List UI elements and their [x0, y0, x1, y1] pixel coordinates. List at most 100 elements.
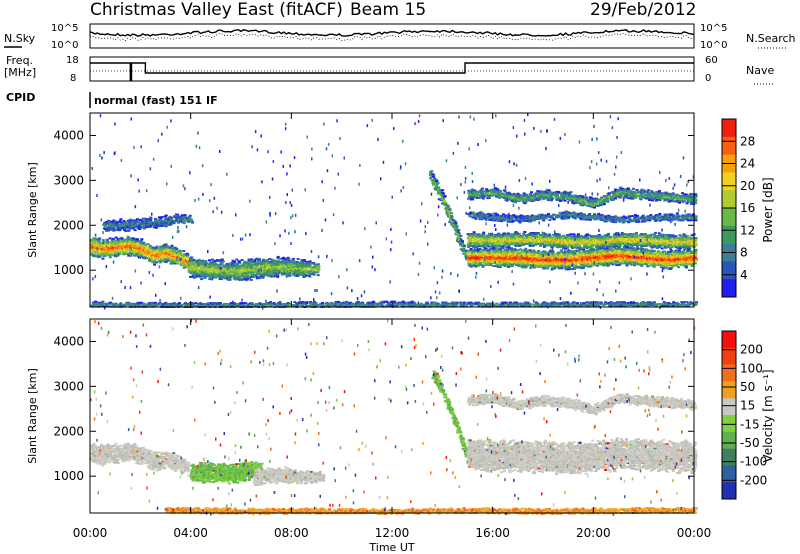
echo-cell: [468, 262, 472, 265]
echo-cell: [273, 272, 277, 275]
echo-cell: [456, 231, 460, 233]
echo-cell: [234, 278, 238, 281]
echo-cell: [496, 233, 500, 236]
echo-cell: [303, 272, 307, 275]
echo-cell: [549, 257, 553, 260]
echo-cell: [582, 250, 586, 253]
echo-cell: [271, 261, 275, 264]
echo-cell: [611, 263, 615, 266]
echo-cell: [557, 251, 561, 254]
echo-cell: [199, 260, 203, 263]
echo-cell: [496, 236, 500, 239]
echo-cell: [677, 249, 681, 252]
echo-cell: [533, 250, 537, 253]
echo-cell: [183, 218, 187, 221]
echo-cell: [463, 244, 466, 247]
echo-cell: [171, 220, 175, 223]
echo-cell: [574, 250, 578, 253]
echo-cell: [143, 227, 146, 230]
echo-cell: [461, 242, 465, 245]
echo-cell: [477, 251, 481, 253]
echo-cell: [268, 271, 272, 274]
echo-cell: [164, 243, 168, 246]
echo-cell: [466, 252, 470, 255]
echo-cell: [540, 236, 544, 238]
echo-cell: [661, 250, 665, 253]
echo-cell: [543, 241, 547, 243]
echo-cell: [448, 210, 452, 213]
echo-cell: [488, 232, 491, 235]
echo-cell: [146, 220, 150, 223]
echo-cell: [124, 220, 128, 223]
echo-cell: [124, 251, 127, 254]
echo-cell: [528, 253, 532, 256]
echo-cell: [210, 262, 214, 265]
echo-cell: [256, 273, 260, 276]
echo-cell: [254, 273, 258, 276]
echo-cell: [614, 250, 618, 253]
echo-cell: [570, 250, 574, 253]
echo-cell: [473, 264, 477, 267]
echo-cell: [247, 258, 251, 261]
echo-cell: [114, 255, 118, 258]
echo-cell: [689, 250, 693, 253]
echo-cell: [132, 239, 136, 242]
echo-cell: [513, 248, 517, 251]
echo-cell: [92, 237, 96, 240]
echo-cell: [190, 261, 194, 264]
echo-cell: [484, 244, 487, 247]
echo-cell: [170, 244, 174, 247]
echo-cell: [294, 273, 298, 276]
echo-cell: [152, 226, 156, 229]
echo-cell: [161, 219, 165, 222]
echo-cell: [513, 261, 517, 264]
echo-cell: [153, 246, 157, 249]
echo-cell: [296, 258, 300, 260]
echo-cell: [176, 260, 180, 262]
echo-cell: [644, 248, 648, 251]
echo-cell: [459, 240, 463, 243]
echo-cell: [262, 258, 265, 261]
echo-cell: [164, 244, 168, 247]
echo-cell: [305, 274, 308, 277]
echo-cell: [112, 219, 116, 222]
echo-cell: [632, 247, 636, 250]
echo-cell: [220, 262, 224, 265]
echo-cell: [518, 251, 522, 254]
echo-cell: [629, 252, 633, 254]
echo-cell: [218, 272, 222, 275]
echo-cell: [613, 257, 616, 260]
echo-cell: [245, 262, 249, 265]
echo-cell: [548, 255, 552, 258]
echo-cell: [285, 260, 289, 263]
echo-cell: [646, 265, 650, 268]
date-title: 29/Feb/2012: [590, 0, 696, 20]
echo-cell: [465, 258, 469, 261]
echo-cell: [235, 267, 239, 270]
echo-cell: [545, 244, 549, 247]
echo-cell: [679, 253, 683, 255]
echo-cell: [180, 214, 184, 217]
echo-cell: [665, 252, 669, 255]
echo-cell: [669, 252, 672, 255]
freq-panel-frame: [89, 56, 695, 82]
echo-cell: [598, 260, 602, 263]
echo-cell: [102, 242, 106, 244]
echo-cell: [528, 244, 532, 247]
echo-cell: [95, 237, 99, 240]
echo-cell: [145, 247, 149, 250]
echo-cell: [542, 242, 546, 245]
echo-cell: [677, 266, 681, 269]
echo-cell: [486, 262, 490, 264]
echo-cell: [633, 248, 637, 251]
echo-cell: [459, 234, 463, 237]
echo-cell: [484, 253, 487, 255]
echo-cell: [136, 218, 140, 221]
echo-cell: [208, 268, 212, 271]
echo-cell: [146, 224, 150, 226]
echo-cell: [449, 218, 453, 221]
echo-cell: [541, 265, 545, 268]
echo-cell: [682, 249, 686, 252]
